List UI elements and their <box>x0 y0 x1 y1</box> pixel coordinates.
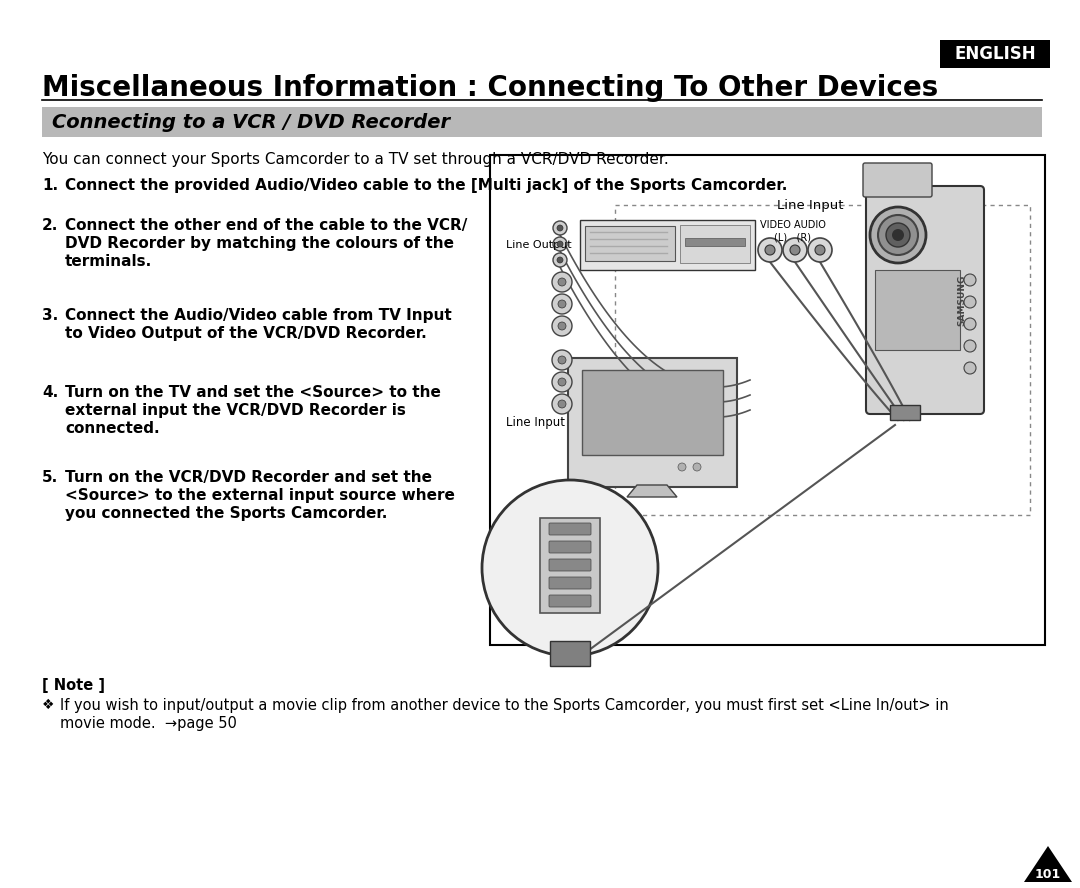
Text: 1.: 1. <box>42 178 58 193</box>
Circle shape <box>964 340 976 352</box>
Text: <Source> to the external input source where: <Source> to the external input source wh… <box>65 488 455 503</box>
FancyBboxPatch shape <box>549 541 591 553</box>
Text: Connecting to a VCR / DVD Recorder: Connecting to a VCR / DVD Recorder <box>52 113 450 131</box>
Circle shape <box>557 257 563 263</box>
FancyBboxPatch shape <box>875 270 960 350</box>
FancyBboxPatch shape <box>680 225 750 263</box>
FancyBboxPatch shape <box>863 163 932 197</box>
Circle shape <box>558 356 566 364</box>
Text: connected.: connected. <box>65 421 160 436</box>
Circle shape <box>553 221 567 235</box>
Circle shape <box>552 394 572 414</box>
Text: Miscellaneous Information : Connecting To Other Devices: Miscellaneous Information : Connecting T… <box>42 74 939 102</box>
Circle shape <box>557 241 563 247</box>
Text: 3.: 3. <box>42 308 58 323</box>
Circle shape <box>552 294 572 314</box>
Text: If you wish to input/output a movie clip from another device to the Sports Camco: If you wish to input/output a movie clip… <box>60 698 948 713</box>
FancyBboxPatch shape <box>685 238 745 246</box>
Circle shape <box>557 225 563 231</box>
FancyBboxPatch shape <box>540 518 600 613</box>
Text: Connect the provided Audio/Video cable to the [Multi jack] of the Sports Camcord: Connect the provided Audio/Video cable t… <box>65 178 787 193</box>
FancyBboxPatch shape <box>580 220 755 270</box>
FancyBboxPatch shape <box>866 186 984 414</box>
Text: external input the VCR/DVD Recorder is: external input the VCR/DVD Recorder is <box>65 403 406 418</box>
Circle shape <box>964 318 976 330</box>
Text: Turn on the VCR/DVD Recorder and set the: Turn on the VCR/DVD Recorder and set the <box>65 470 432 485</box>
Circle shape <box>892 229 904 241</box>
FancyBboxPatch shape <box>490 155 1045 645</box>
FancyBboxPatch shape <box>549 559 591 571</box>
Circle shape <box>765 245 775 255</box>
Text: Line Input: Line Input <box>507 416 565 429</box>
Text: You can connect your Sports Camcorder to a TV set through a VCR/DVD Recorder.: You can connect your Sports Camcorder to… <box>42 152 669 167</box>
Text: Line Input: Line Input <box>777 199 843 211</box>
Circle shape <box>758 238 782 262</box>
Text: movie mode.  →page 50: movie mode. →page 50 <box>60 716 237 731</box>
Circle shape <box>553 253 567 267</box>
Circle shape <box>964 362 976 374</box>
Text: 4.: 4. <box>42 385 58 400</box>
Circle shape <box>558 278 566 286</box>
Text: ENGLISH: ENGLISH <box>955 45 1036 63</box>
Text: VIDEO AUDIO: VIDEO AUDIO <box>760 220 826 230</box>
FancyBboxPatch shape <box>940 40 1050 68</box>
Circle shape <box>558 322 566 330</box>
Text: terminals.: terminals. <box>65 254 152 269</box>
FancyBboxPatch shape <box>549 523 591 535</box>
Circle shape <box>482 480 658 656</box>
Text: 5.: 5. <box>42 470 58 485</box>
FancyBboxPatch shape <box>550 641 590 666</box>
Text: 2.: 2. <box>42 218 58 233</box>
Text: (L)   (R): (L) (R) <box>774 232 811 242</box>
FancyBboxPatch shape <box>582 370 723 455</box>
Circle shape <box>964 274 976 286</box>
Text: to Video Output of the VCR/DVD Recorder.: to Video Output of the VCR/DVD Recorder. <box>65 326 427 341</box>
Text: 101: 101 <box>1035 868 1062 881</box>
Text: SAMSUNG: SAMSUNG <box>958 274 967 326</box>
FancyBboxPatch shape <box>42 107 1042 137</box>
Circle shape <box>783 238 807 262</box>
Polygon shape <box>1024 846 1072 882</box>
FancyBboxPatch shape <box>549 577 591 589</box>
Text: DVD Recorder by matching the colours of the: DVD Recorder by matching the colours of … <box>65 236 454 251</box>
FancyBboxPatch shape <box>549 595 591 607</box>
Circle shape <box>693 463 701 471</box>
FancyBboxPatch shape <box>890 405 920 420</box>
Circle shape <box>552 272 572 292</box>
Circle shape <box>558 300 566 308</box>
Circle shape <box>558 400 566 408</box>
Circle shape <box>552 316 572 336</box>
Text: Connect the Audio/Video cable from TV Input: Connect the Audio/Video cable from TV In… <box>65 308 451 323</box>
Circle shape <box>552 372 572 392</box>
Circle shape <box>552 350 572 370</box>
Circle shape <box>815 245 825 255</box>
Circle shape <box>553 237 567 251</box>
Text: ❖: ❖ <box>42 698 54 712</box>
Circle shape <box>808 238 832 262</box>
Text: Turn on the TV and set the <Source> to the: Turn on the TV and set the <Source> to t… <box>65 385 441 400</box>
Polygon shape <box>627 485 677 497</box>
FancyBboxPatch shape <box>585 226 675 261</box>
Circle shape <box>870 207 926 263</box>
Circle shape <box>558 378 566 386</box>
Circle shape <box>789 245 800 255</box>
Circle shape <box>964 296 976 308</box>
Circle shape <box>678 463 686 471</box>
Circle shape <box>886 223 910 247</box>
Text: you connected the Sports Camcorder.: you connected the Sports Camcorder. <box>65 506 388 521</box>
Text: Line Output: Line Output <box>507 240 572 250</box>
Text: Connect the other end of the cable to the VCR/: Connect the other end of the cable to th… <box>65 218 468 233</box>
FancyBboxPatch shape <box>568 358 737 487</box>
Text: [ Note ]: [ Note ] <box>42 678 105 693</box>
Circle shape <box>878 215 918 255</box>
